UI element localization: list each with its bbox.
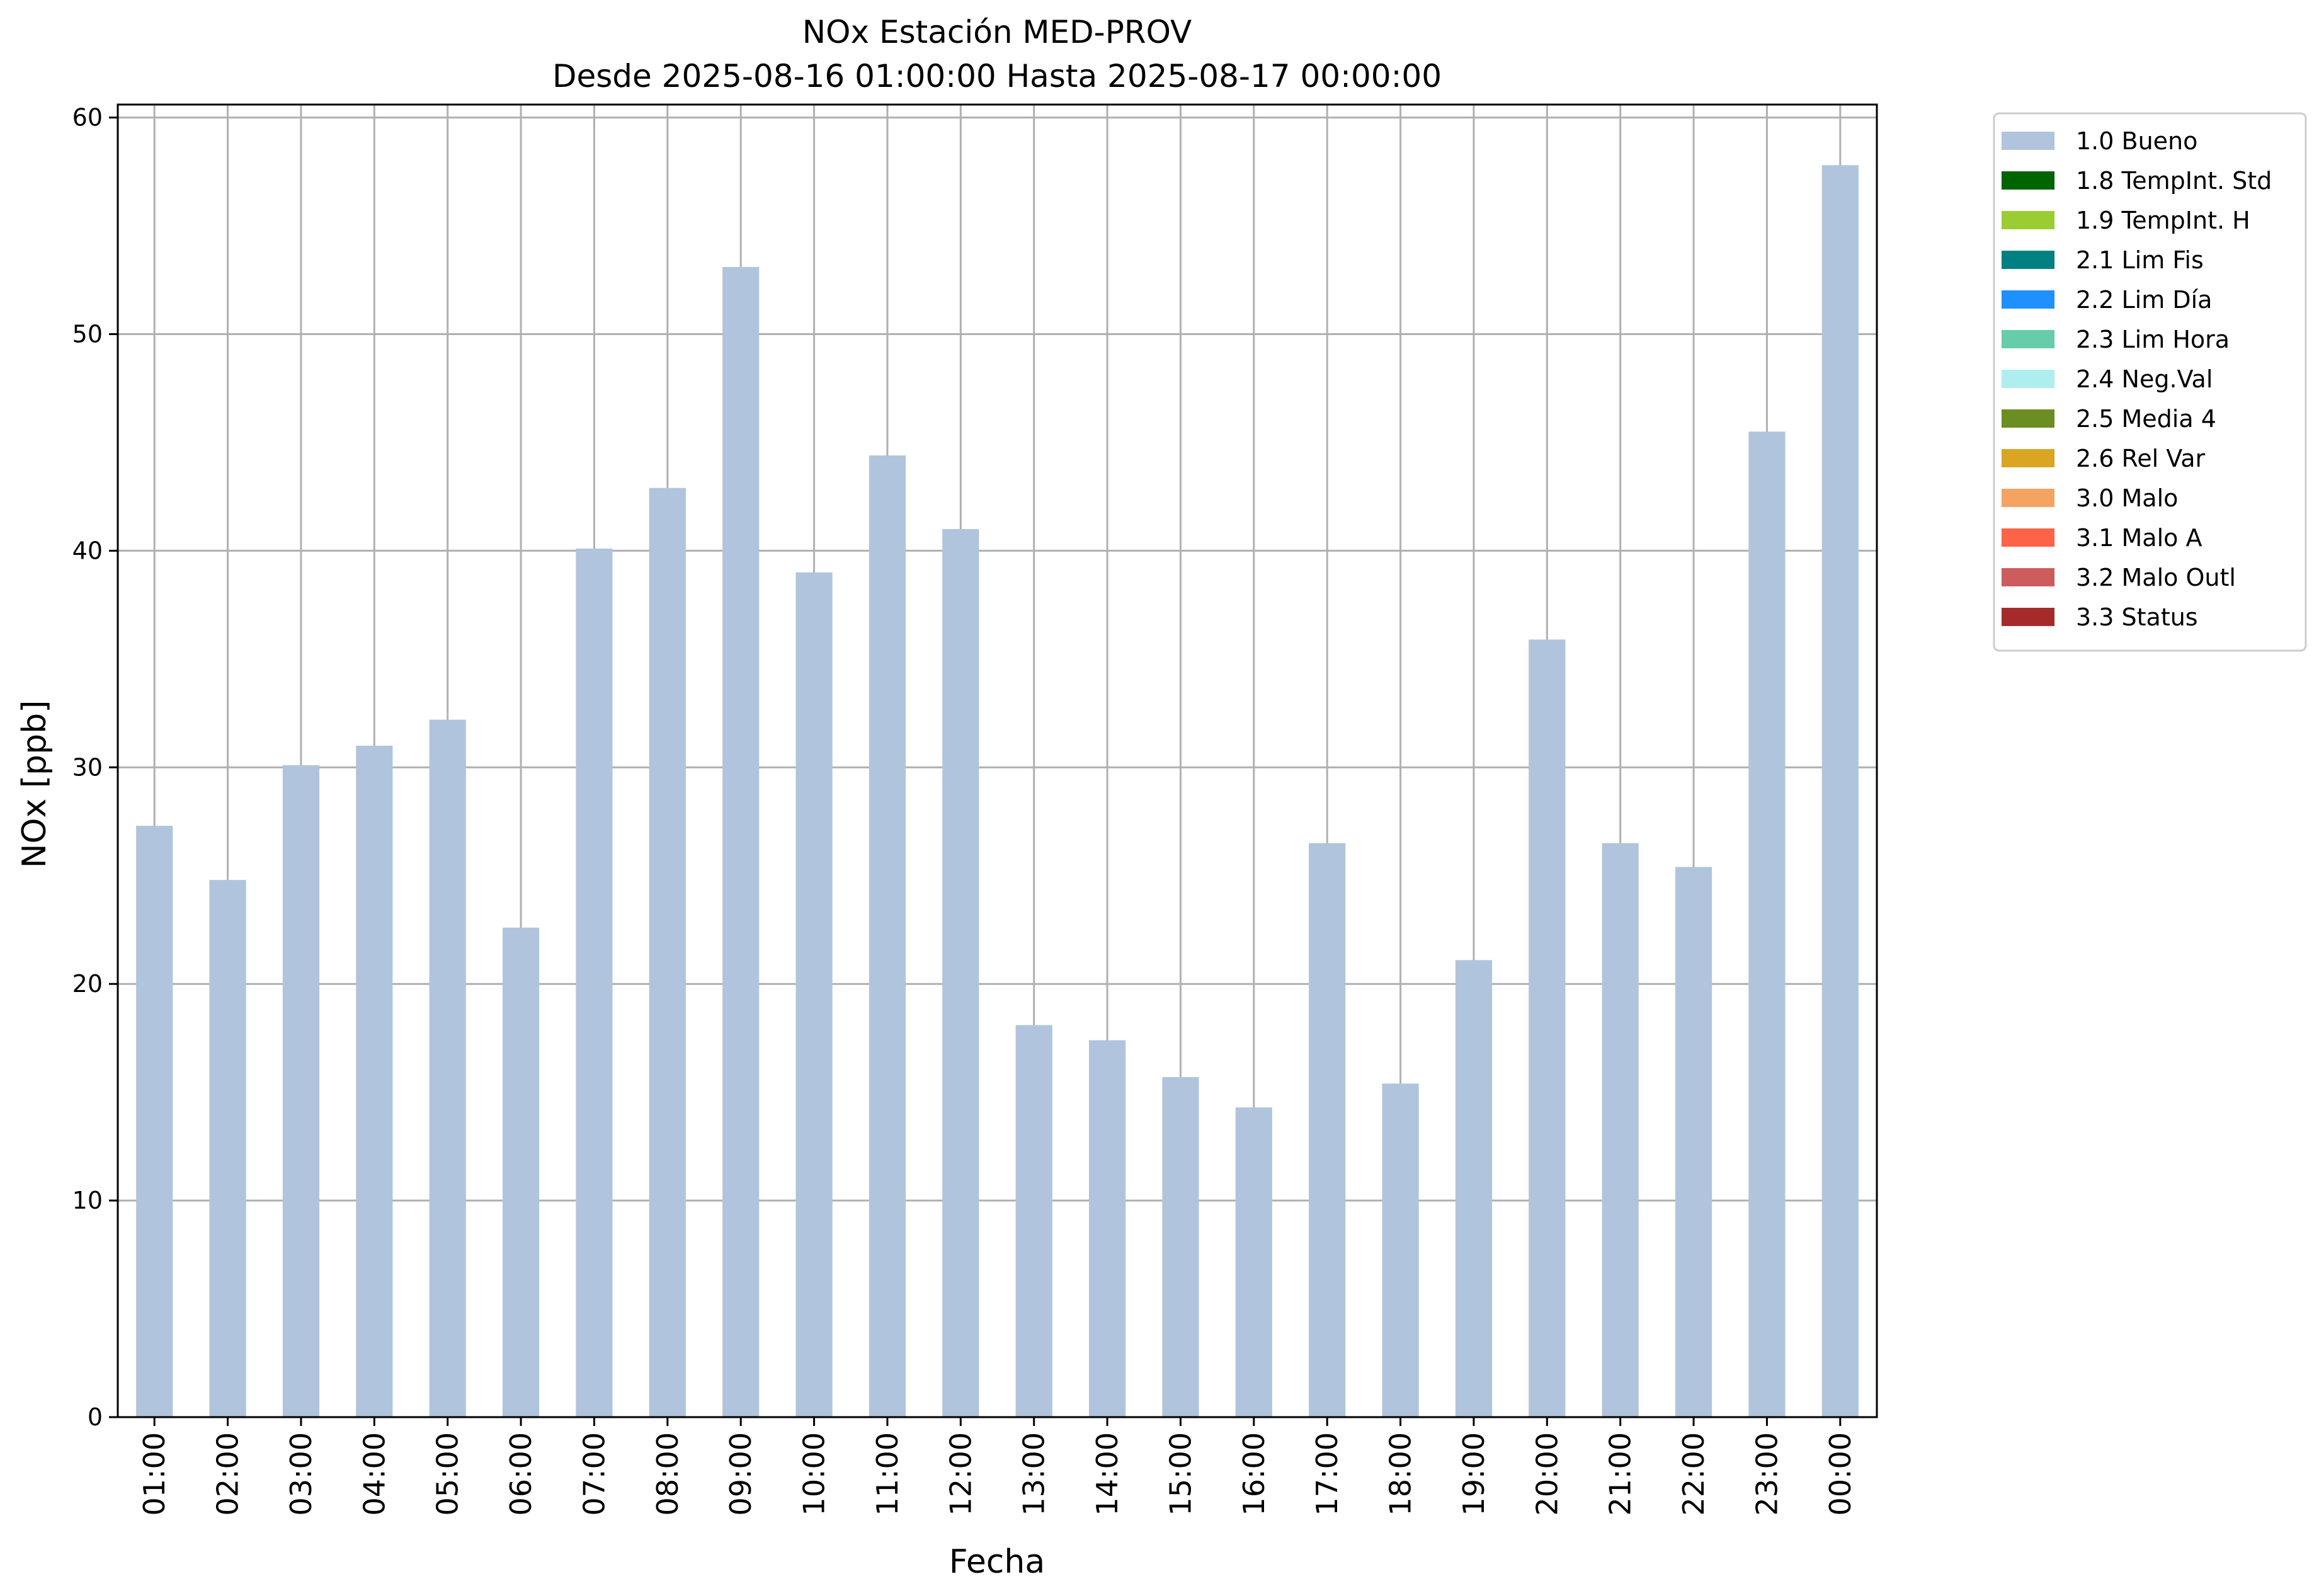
x-tick-label: 17:00 bbox=[1310, 1432, 1344, 1516]
x-axis-label: Fecha bbox=[949, 1543, 1045, 1581]
bar-08:00 bbox=[649, 487, 686, 1417]
legend-label: 2.1 Lim Fis bbox=[2076, 246, 2204, 274]
y-tick-label: 20 bbox=[72, 970, 103, 998]
legend-swatch bbox=[2002, 251, 2054, 269]
legend-swatch bbox=[2002, 528, 2054, 547]
x-tick-label: 01:00 bbox=[137, 1432, 171, 1516]
x-tick-label: 21:00 bbox=[1604, 1432, 1638, 1516]
legend-label: 2.2 Lim Día bbox=[2076, 286, 2212, 314]
bar-16:00 bbox=[1235, 1107, 1272, 1417]
legend-label: 3.2 Malo Outl bbox=[2076, 564, 2236, 591]
y-tick-label: 60 bbox=[72, 104, 103, 132]
y-tick-label: 50 bbox=[72, 321, 103, 348]
y-tick-label: 10 bbox=[72, 1187, 103, 1214]
x-tick-label: 20:00 bbox=[1530, 1432, 1564, 1516]
x-tick-label: 19:00 bbox=[1457, 1432, 1491, 1516]
legend: 1.0 Bueno 1.8 TempInt. Std 1.9 TempInt. H 2… bbox=[1993, 112, 2307, 652]
bar-00:00 bbox=[1821, 165, 1859, 1418]
bar-18:00 bbox=[1382, 1083, 1419, 1417]
axis-layer: 0 10 20 30 40 50 60 01:00 02:00 03:00 04:00 05:00 06… bbox=[72, 103, 1878, 1516]
x-tick-label: 15:00 bbox=[1163, 1432, 1197, 1516]
x-tick-label: 00:00 bbox=[1823, 1432, 1857, 1516]
bar-05:00 bbox=[429, 719, 466, 1417]
legend-swatch bbox=[2002, 132, 2054, 150]
x-tick-label: 23:00 bbox=[1750, 1432, 1784, 1516]
bar-04:00 bbox=[356, 745, 393, 1417]
bar-15:00 bbox=[1162, 1077, 1199, 1417]
x-tick-label: 05:00 bbox=[431, 1432, 465, 1516]
legend-swatch bbox=[2002, 211, 2054, 229]
legend-swatch bbox=[2002, 449, 2054, 467]
x-tick-label: 08:00 bbox=[651, 1432, 685, 1516]
legend-label: 3.0 Malo bbox=[2076, 484, 2178, 512]
legend-swatch bbox=[2002, 171, 2054, 190]
chart-subtitle: Desde 2025-08-16 01:00:00 Hasta 2025-08-… bbox=[552, 58, 1442, 94]
legend-swatch bbox=[2002, 489, 2054, 507]
x-tick-label: 12:00 bbox=[943, 1432, 977, 1516]
legend-label: 3.1 Malo A bbox=[2076, 524, 2202, 552]
legend-label: 2.5 Media 4 bbox=[2076, 405, 2216, 433]
bar-12:00 bbox=[942, 529, 979, 1418]
bar-22:00 bbox=[1675, 867, 1712, 1417]
legend-swatch bbox=[2002, 330, 2054, 348]
x-tick-label: 07:00 bbox=[577, 1432, 611, 1516]
x-tick-label: 09:00 bbox=[724, 1432, 758, 1516]
x-tick-label: 22:00 bbox=[1677, 1432, 1711, 1516]
bar-06:00 bbox=[502, 927, 540, 1417]
y-tick-label: 30 bbox=[72, 753, 103, 781]
legend-swatch bbox=[2002, 608, 2054, 626]
plot-frame bbox=[117, 103, 1878, 1418]
y-tick-label: 40 bbox=[72, 537, 103, 564]
legend-label: 2.3 Lim Hora bbox=[2076, 326, 2230, 353]
bar-23:00 bbox=[1748, 431, 1786, 1417]
legend-swatch bbox=[2002, 409, 2054, 428]
chart-title: NOx Estación MED-PROV bbox=[802, 14, 1192, 50]
legend-label: 3.3 Status bbox=[2076, 603, 2198, 631]
legend-frame bbox=[1993, 112, 2307, 652]
legend-label: 2.6 Rel Var bbox=[2076, 445, 2206, 472]
bar-03:00 bbox=[282, 765, 320, 1417]
bar-21:00 bbox=[1602, 843, 1639, 1417]
legend-label: 2.4 Neg.Val bbox=[2076, 365, 2213, 393]
y-tick-label: 0 bbox=[88, 1403, 103, 1431]
bar-19:00 bbox=[1455, 960, 1493, 1417]
bar-17:00 bbox=[1309, 843, 1346, 1417]
x-tick-label: 04:00 bbox=[357, 1432, 391, 1516]
legend-swatch bbox=[2002, 568, 2054, 586]
bar-01:00 bbox=[136, 826, 173, 1417]
x-tick-label: 13:00 bbox=[1017, 1432, 1051, 1516]
bar-20:00 bbox=[1529, 639, 1566, 1417]
bar-14:00 bbox=[1088, 1040, 1126, 1417]
legend-swatch bbox=[2002, 290, 2054, 309]
legend-label: 1.8 TempInt. Std bbox=[2076, 167, 2272, 195]
bar-10:00 bbox=[795, 572, 833, 1417]
bar-layer bbox=[136, 165, 1859, 1418]
x-tick-label: 16:00 bbox=[1237, 1432, 1271, 1516]
bar-11:00 bbox=[869, 455, 906, 1417]
x-tick-label: 10:00 bbox=[797, 1432, 831, 1516]
bar-02:00 bbox=[209, 880, 246, 1417]
x-tick-label: 03:00 bbox=[284, 1432, 318, 1516]
x-tick-label: 06:00 bbox=[504, 1432, 538, 1516]
legend-label: 1.0 Bueno bbox=[2076, 127, 2197, 155]
bar-07:00 bbox=[576, 548, 613, 1417]
bar-09:00 bbox=[722, 266, 760, 1418]
legend-label: 1.9 TempInt. H bbox=[2076, 207, 2250, 234]
x-tick-label: 02:00 bbox=[211, 1432, 245, 1516]
legend-swatch bbox=[2002, 370, 2054, 388]
x-tick-label: 18:00 bbox=[1384, 1432, 1418, 1516]
x-tick-label: 11:00 bbox=[870, 1432, 904, 1516]
x-tick-label: 14:00 bbox=[1090, 1432, 1124, 1516]
bar-13:00 bbox=[1015, 1025, 1052, 1417]
y-axis-label: NOx [ppb] bbox=[16, 700, 54, 869]
